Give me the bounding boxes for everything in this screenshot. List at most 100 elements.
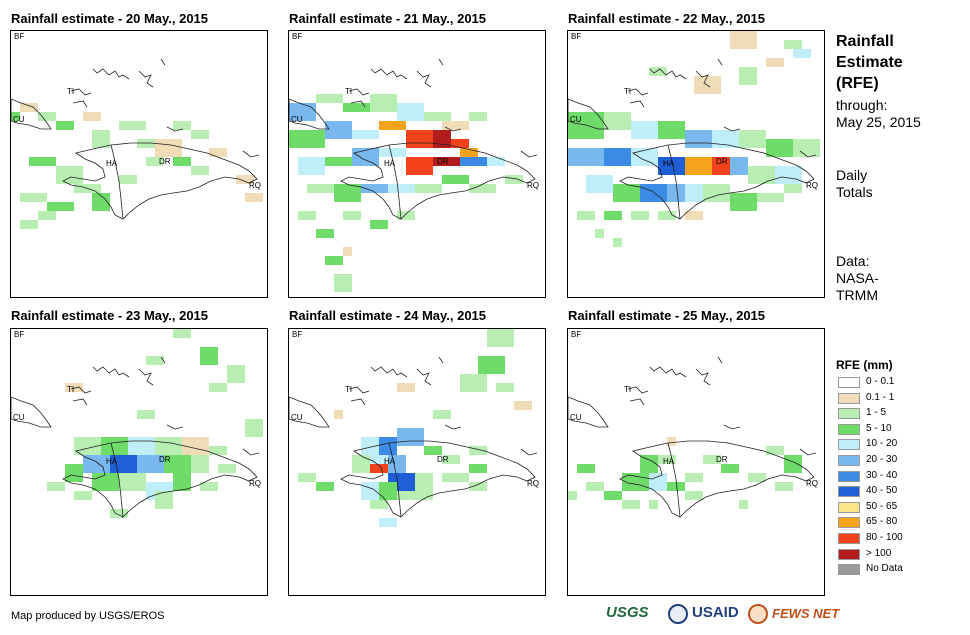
rainfall-cell: [227, 365, 245, 383]
island-outline: [138, 70, 154, 88]
rainfall-cell: [631, 211, 649, 220]
map-label-bf: BF: [571, 330, 582, 339]
island-outline: [138, 368, 154, 386]
rainfall-cell: [442, 455, 460, 464]
rainfall-cell: [20, 193, 47, 202]
rainfall-cell: [775, 482, 793, 491]
rainfall-cell: [604, 211, 622, 220]
map-label-rq: RQ: [806, 479, 818, 488]
rainfall-cell: [487, 329, 514, 347]
map-label-cu: CU: [291, 413, 303, 422]
legend-label: 80 - 100: [866, 532, 903, 543]
rainfall-cell: [505, 175, 523, 184]
legend-swatch: [838, 533, 860, 544]
rainfall-cell: [316, 229, 334, 238]
island-outline: [629, 100, 645, 108]
rainfall-cell: [415, 473, 433, 491]
cuba-outline: [568, 98, 609, 130]
island-outline: [629, 398, 645, 406]
rainfall-cell: [622, 500, 640, 509]
rainfall-cell: [784, 455, 802, 473]
rainfall-cell: [92, 473, 119, 491]
hispaniola-outline: [619, 440, 815, 518]
rainfall-cell: [361, 482, 379, 500]
rainfall-cell: [469, 112, 487, 121]
rainfall-cell: [200, 347, 218, 365]
sidebar-title-line2: Estimate: [836, 54, 903, 71]
usgs-logo: USGS: [606, 604, 649, 621]
sidebar-data-source: Data: NASA- TRMM: [836, 253, 879, 304]
island-outline: [416, 70, 432, 88]
rainfall-cell: [343, 103, 370, 112]
rainfall-cell: [47, 202, 74, 211]
rainfall-cell: [155, 437, 182, 455]
legend-swatch: [838, 517, 860, 529]
rainfall-cell: [514, 401, 532, 410]
sidebar-data-line3: TRMM: [836, 287, 878, 303]
island-outline: [92, 366, 130, 378]
map-label-ti: TI: [624, 385, 632, 394]
rainfall-cell: [595, 229, 604, 238]
rainfall-cell: [397, 491, 415, 500]
rainfall-cell: [370, 94, 397, 112]
legend-swatch: [838, 392, 860, 404]
rainfall-cell: [793, 49, 811, 58]
island-outline: [348, 386, 370, 394]
rainfall-cell: [766, 446, 784, 455]
island-outline: [444, 126, 462, 132]
rainfall-cell: [712, 130, 739, 148]
island-outline: [717, 58, 723, 66]
legend-swatch: [838, 486, 860, 498]
fewsnet-globe-icon: [748, 604, 768, 624]
rainfall-cell: [56, 166, 83, 184]
rainfall-cell: [649, 473, 667, 491]
rainfall-cell: [496, 383, 514, 392]
rainfall-cell: [379, 148, 406, 157]
fewsnet-logo: FEWS NET: [772, 606, 839, 621]
legend-swatch: [838, 548, 860, 560]
rainfall-cell: [316, 482, 334, 491]
rainfall-cell: [65, 383, 83, 392]
rainfall-map-may-23: BF CU TI HA DR RQ: [10, 328, 268, 596]
rainfall-cell: [469, 184, 496, 193]
rainfall-cell: [298, 473, 316, 482]
map-canvas: [289, 329, 538, 527]
rainfall-cell: [173, 121, 191, 130]
rainfall-cell: [155, 139, 182, 157]
rainfall-cell: [730, 31, 757, 49]
map-label-rq: RQ: [249, 479, 261, 488]
rainfall-cell: [568, 491, 577, 500]
sidebar-data-line2: NASA-: [836, 270, 879, 286]
island-outline: [370, 366, 408, 378]
rainfall-cell: [442, 175, 469, 184]
legend-swatch: [838, 501, 860, 513]
rainfall-cell: [245, 193, 263, 202]
rainfall-cell: [604, 491, 622, 500]
island-outline: [723, 126, 741, 132]
rainfall-cell: [415, 491, 433, 500]
hispaniola-outline: [340, 142, 536, 220]
rainfall-cell: [325, 121, 352, 139]
rainfall-cell: [325, 256, 343, 265]
usaid-seal-icon: [668, 604, 688, 624]
rainfall-cell: [568, 112, 604, 139]
rainfall-cell: [658, 455, 676, 464]
map-canvas: [289, 58, 538, 292]
panel-title-2: Rainfall estimate - 21 May., 2015: [289, 11, 487, 26]
rainfall-cell: [703, 455, 721, 464]
rainfall-cell: [613, 184, 640, 202]
rainfall-cell: [191, 130, 209, 139]
rainfall-map-may-24: BF CU TI HA DR RQ: [288, 328, 546, 596]
haiti-dr-border: [110, 442, 124, 518]
island-outline: [438, 58, 444, 66]
rainfall-cell: [784, 184, 802, 193]
rainfall-cell: [685, 130, 712, 148]
rainfall-cell: [460, 148, 478, 157]
island-outline: [72, 398, 88, 406]
map-label-ha: HA: [106, 159, 118, 168]
map-label-bf: BF: [292, 32, 303, 41]
rainfall-cell: [38, 211, 56, 220]
rainfall-cell: [397, 428, 424, 446]
sidebar-data-line1: Data:: [836, 253, 870, 269]
rainfall-cell: [586, 482, 604, 491]
